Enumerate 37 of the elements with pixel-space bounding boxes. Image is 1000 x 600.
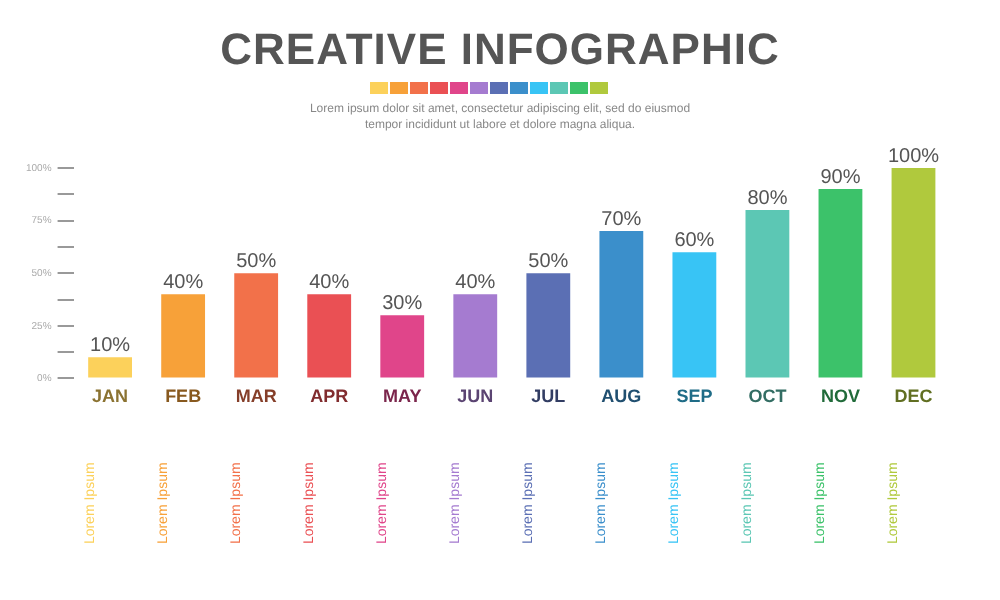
- bar: [161, 294, 206, 378]
- data-label: 60%: [674, 229, 715, 252]
- data-label: 90%: [820, 166, 861, 189]
- chart-title: CREATIVE INFOGRAPHIC: [218, 24, 782, 76]
- bar: [380, 315, 425, 378]
- data-label: 50%: [528, 250, 569, 273]
- bar: [307, 294, 352, 378]
- bar: [818, 189, 863, 378]
- bar: [672, 252, 717, 378]
- bar: [88, 357, 132, 378]
- x-tick-label: DEC: [894, 386, 934, 407]
- data-label: 40%: [309, 271, 350, 294]
- bar: [891, 168, 936, 378]
- x-tick-label: JUL: [531, 386, 567, 407]
- x-tick-label: MAY: [383, 386, 422, 407]
- x-tick-label: JAN: [92, 386, 129, 407]
- data-label: 30%: [382, 292, 423, 315]
- data-label: 10%: [90, 334, 131, 357]
- x-tick-label: SEP: [676, 386, 713, 407]
- x-tick-label: AUG: [601, 386, 642, 407]
- data-label: 40%: [163, 271, 204, 294]
- x-tick-label: FEB: [165, 386, 203, 407]
- data-label: 80%: [747, 187, 788, 210]
- data-label: 100%: [887, 145, 940, 168]
- x-tick-label: MAR: [235, 386, 278, 407]
- data-label: 40%: [455, 271, 496, 294]
- bar: [599, 231, 644, 378]
- data-label: 70%: [601, 208, 642, 231]
- data-label: 50%: [236, 250, 277, 273]
- bar: [234, 273, 279, 378]
- x-tick-label: OCT: [748, 386, 788, 407]
- x-tick-label: APR: [310, 386, 350, 407]
- bar: [453, 294, 498, 378]
- bar: [526, 273, 571, 378]
- x-tick-label: JUN: [457, 386, 494, 407]
- x-tick-label: NOV: [820, 386, 860, 407]
- bar: [745, 210, 790, 378]
